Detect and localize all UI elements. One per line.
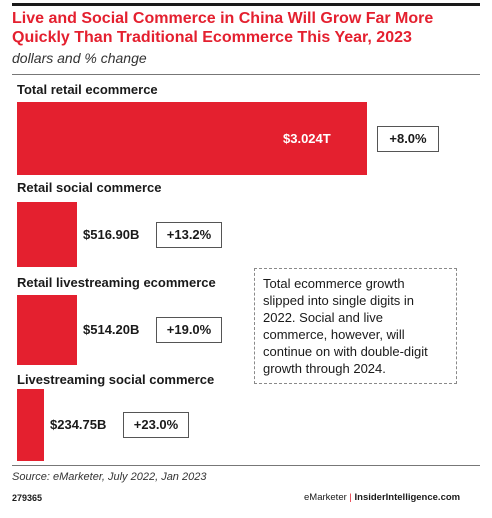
category-label: Retail social commerce	[17, 180, 162, 195]
source-note: Source: eMarketer, July 2022, Jan 2023	[12, 471, 207, 483]
brand-separator: |	[349, 492, 352, 503]
pct-change-label: +19.0%	[156, 317, 222, 343]
bar	[17, 389, 44, 461]
category-label: Retail livestreaming ecommerce	[17, 275, 216, 290]
header-divider	[12, 74, 480, 75]
bar	[17, 295, 77, 365]
pct-change-label: +23.0%	[123, 412, 189, 438]
brand-footer: eMarketer | InsiderIntelligence.com	[304, 492, 460, 503]
value-label: $514.20B	[83, 322, 140, 337]
value-label: $516.90B	[83, 226, 140, 242]
footer-divider	[12, 465, 480, 466]
bar	[17, 102, 367, 175]
value-label: $234.75B	[50, 417, 107, 432]
brand-emarketer: eMarketer	[304, 492, 347, 503]
brand-insider-intelligence: InsiderIntelligence.com	[354, 492, 461, 503]
chart-title: Live and Social Commerce in China Will G…	[12, 10, 434, 46]
top-rule	[12, 3, 480, 6]
bar	[17, 202, 77, 267]
chart-id: 279365	[12, 493, 43, 503]
annotation-note: Total ecommerce growth slipped into sing…	[254, 268, 457, 384]
value-label: $3.024T	[283, 130, 331, 146]
category-label: Total retail ecommerce	[17, 82, 158, 97]
pct-change-label: +8.0%	[377, 125, 439, 152]
chart-subtitle: dollars and % change	[12, 50, 147, 66]
category-label: Livestreaming social commerce	[17, 372, 215, 387]
pct-change-label: +13.2%	[156, 221, 222, 248]
